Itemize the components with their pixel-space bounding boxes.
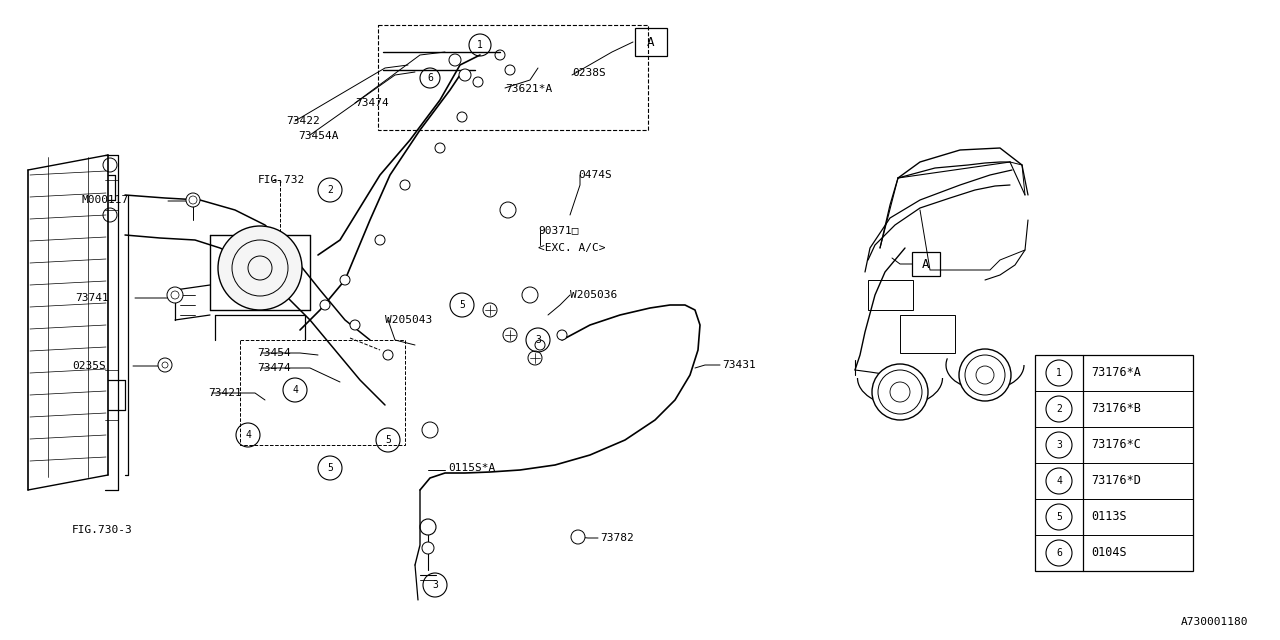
Text: 73176*A: 73176*A [1091, 367, 1140, 380]
Text: 0115S*A: 0115S*A [448, 463, 495, 473]
Circle shape [157, 358, 172, 372]
Text: 2: 2 [1056, 404, 1062, 414]
Text: 4: 4 [292, 385, 298, 395]
Text: W205043: W205043 [385, 315, 433, 325]
Circle shape [522, 287, 538, 303]
Circle shape [872, 364, 928, 420]
Text: 73741: 73741 [76, 293, 109, 303]
Circle shape [435, 143, 445, 153]
Circle shape [457, 112, 467, 122]
Text: 2: 2 [328, 185, 333, 195]
Bar [900, 315, 955, 353]
Text: 73474: 73474 [257, 363, 291, 373]
Text: 0113S: 0113S [1091, 511, 1126, 524]
Circle shape [474, 77, 483, 87]
Circle shape [375, 235, 385, 245]
Text: 90371□: 90371□ [538, 225, 579, 235]
Text: 4: 4 [244, 430, 251, 440]
Text: 1: 1 [477, 40, 483, 50]
Text: W205036: W205036 [570, 290, 617, 300]
Circle shape [383, 350, 393, 360]
Circle shape [218, 226, 302, 310]
Bar [911, 252, 940, 276]
Text: 73421: 73421 [207, 388, 242, 398]
Text: 73474: 73474 [355, 98, 389, 108]
Text: 0474S: 0474S [579, 170, 612, 180]
Text: M000117: M000117 [82, 195, 129, 205]
Text: 0238S: 0238S [572, 68, 605, 78]
Bar [868, 280, 913, 310]
Text: 4: 4 [1056, 476, 1062, 486]
Text: 1: 1 [1056, 368, 1062, 378]
Bar [1036, 355, 1193, 571]
Text: 3: 3 [1056, 440, 1062, 450]
Circle shape [535, 340, 545, 350]
Text: 73176*B: 73176*B [1091, 403, 1140, 415]
Text: A730001180: A730001180 [1180, 617, 1248, 627]
Circle shape [500, 202, 516, 218]
Text: A: A [648, 35, 655, 49]
Text: 5: 5 [460, 300, 465, 310]
Circle shape [340, 275, 349, 285]
Circle shape [422, 422, 438, 438]
Text: 5: 5 [1056, 512, 1062, 522]
Circle shape [320, 300, 330, 310]
Text: FIG.730-3: FIG.730-3 [72, 525, 133, 535]
Text: A: A [923, 257, 929, 271]
Circle shape [422, 542, 434, 554]
Text: 0235S: 0235S [72, 361, 106, 371]
Circle shape [557, 330, 567, 340]
Circle shape [571, 530, 585, 544]
Circle shape [166, 287, 183, 303]
Bar [241, 340, 404, 445]
Text: 73176*D: 73176*D [1091, 474, 1140, 488]
Text: 3: 3 [433, 580, 438, 590]
Text: 73431: 73431 [722, 360, 755, 370]
Text: 73176*C: 73176*C [1091, 438, 1140, 451]
Bar [635, 28, 667, 56]
Bar [378, 25, 648, 130]
Circle shape [449, 54, 461, 66]
Text: 6: 6 [1056, 548, 1062, 558]
Text: 73454: 73454 [257, 348, 291, 358]
Text: 73454A: 73454A [298, 131, 338, 141]
Text: 6: 6 [428, 73, 433, 83]
Text: 0104S: 0104S [1091, 547, 1126, 559]
Circle shape [349, 320, 360, 330]
Circle shape [460, 69, 471, 81]
Text: 5: 5 [328, 463, 333, 473]
Text: 73621*A: 73621*A [506, 84, 552, 94]
Text: FIG.732: FIG.732 [259, 175, 305, 185]
Text: 73422: 73422 [285, 116, 320, 126]
Circle shape [186, 193, 200, 207]
Text: <EXC. A/C>: <EXC. A/C> [538, 243, 605, 253]
Text: 3: 3 [535, 335, 541, 345]
Circle shape [399, 180, 410, 190]
Text: 73782: 73782 [600, 533, 634, 543]
Circle shape [959, 349, 1011, 401]
Text: 5: 5 [385, 435, 390, 445]
